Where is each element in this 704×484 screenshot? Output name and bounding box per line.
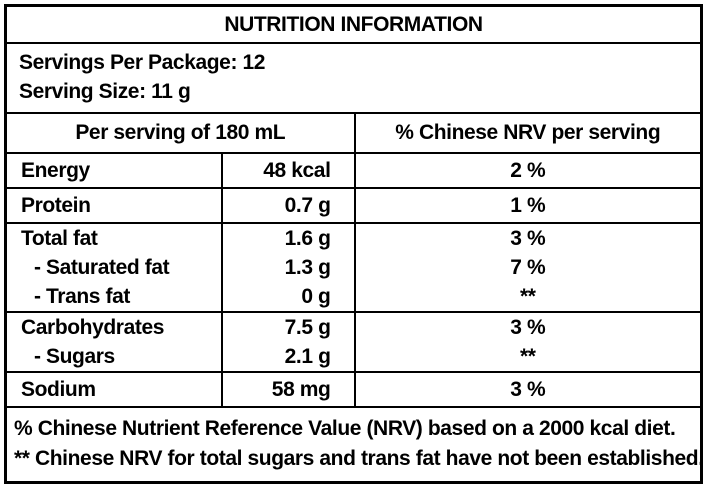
nutrient-name: - Saturated fat [4,253,223,282]
row-trans-fat: - Trans fat 0 g ** [4,282,703,312]
nutrient-nrv: 3 % [353,222,703,253]
row-sugars: - Sugars 2.1 g ** [4,342,703,372]
serving-size: Serving Size: 11 g [19,80,191,103]
nutrient-nrv: 7 % [353,253,703,282]
nutrient-amount: 7.5 g [220,311,356,342]
nutrient-name: Protein [4,187,223,223]
nutrient-nrv: 3 % [353,371,703,407]
column-header-per-serving: Per serving of 180 mL [4,112,356,153]
footnotes-row: % Chinese Nutrient Reference Value (NRV)… [4,406,703,483]
nutrient-nrv: 2 % [353,152,703,188]
nutrient-name: Energy [4,152,223,188]
footnote-nrv-not-established: ** Chinese NRV for total sugars and tran… [14,447,702,470]
row-sodium: Sodium 58 mg 3 % [4,371,703,407]
nutrition-label: NUTRITION INFORMATION Servings Per Packa… [4,4,704,484]
label-title: NUTRITION INFORMATION [4,5,703,43]
package-info-row: Servings Per Package: 12 Serving Size: 1… [4,42,703,113]
nutrient-amount: 1.6 g [220,222,356,253]
footnotes: % Chinese Nutrient Reference Value (NRV)… [4,406,703,483]
nutrient-name: - Sugars [4,342,223,372]
column-header-row: Per serving of 180 mL % Chinese NRV per … [4,112,703,153]
row-saturated-fat: - Saturated fat 1.3 g 7 % [4,253,703,282]
nutrient-amount: 0 g [220,282,356,312]
row-protein: Protein 0.7 g 1 % [4,187,703,223]
nutrient-amount: 48 kcal [220,152,356,188]
row-total-fat: Total fat 1.6 g 3 % [4,222,703,253]
servings-per-package: Servings Per Package: 12 [19,51,266,74]
nutrient-name: - Trans fat [4,282,223,312]
nutrient-nrv: 3 % [353,311,703,342]
nutrient-amount: 1.3 g [220,253,356,282]
nutrient-amount: 2.1 g [220,342,356,372]
title-row: NUTRITION INFORMATION [4,5,703,43]
nutrition-table: NUTRITION INFORMATION Servings Per Packa… [4,4,704,484]
nutrient-name: Carbohydrates [4,311,223,342]
nutrient-name: Sodium [4,371,223,407]
nutrient-name: Total fat [4,222,223,253]
nutrient-nrv: 1 % [353,187,703,223]
row-carbohydrates: Carbohydrates 7.5 g 3 % [4,311,703,342]
nutrient-amount: 0.7 g [220,187,356,223]
nutrient-nrv: ** [353,342,703,372]
row-energy: Energy 48 kcal 2 % [4,152,703,188]
package-info: Servings Per Package: 12 Serving Size: 1… [4,42,703,113]
nutrient-nrv: ** [353,282,703,312]
nutrient-amount: 58 mg [220,371,356,407]
column-header-nrv: % Chinese NRV per serving [353,112,703,153]
footnote-nrv-basis: % Chinese Nutrient Reference Value (NRV)… [14,417,676,440]
